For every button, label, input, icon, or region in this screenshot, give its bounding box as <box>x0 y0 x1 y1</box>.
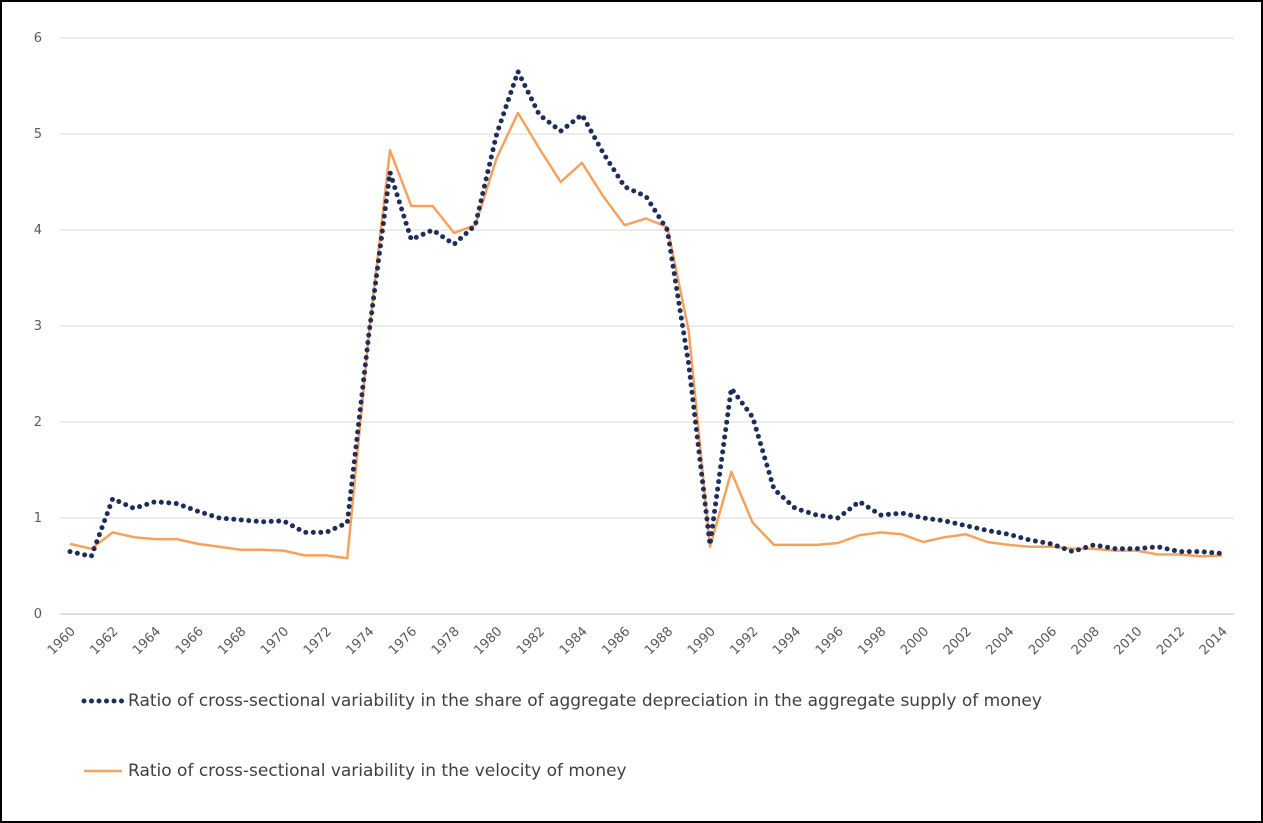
legend-entry: Ratio of cross-sectional variability in … <box>80 758 1230 784</box>
x-tick-label: 1972 <box>301 624 335 658</box>
x-tick-label: 1970 <box>258 624 292 658</box>
x-tick-label: 1994 <box>770 624 804 658</box>
x-tick-label: 1982 <box>514 624 548 658</box>
x-tick-label: 1960 <box>45 624 79 658</box>
y-tick-label: 1 <box>34 511 42 526</box>
x-tick-label: 1988 <box>642 624 676 658</box>
legend-entry: Ratio of cross-sectional variability in … <box>80 688 1230 714</box>
y-tick-label: 3 <box>34 319 42 334</box>
x-tick-label: 2002 <box>941 624 975 658</box>
x-tick-label: 2006 <box>1026 624 1060 658</box>
x-tick-label: 1966 <box>173 624 207 658</box>
x-tick-label: 1992 <box>727 624 761 658</box>
x-tick-label: 2008 <box>1069 624 1103 658</box>
x-tick-label: 1976 <box>386 624 420 658</box>
y-tick-label: 4 <box>34 223 42 238</box>
y-tick-label: 0 <box>34 607 42 622</box>
x-tick-label: 2000 <box>898 624 932 658</box>
x-tick-label: 1984 <box>557 624 591 658</box>
x-tick-label: 1990 <box>685 624 719 658</box>
series-line <box>67 65 1225 560</box>
x-tick-label: 1986 <box>599 624 633 658</box>
x-tick-label: 1978 <box>429 624 463 658</box>
y-tick-label: 2 <box>34 415 42 430</box>
x-tick-label: 2012 <box>1154 624 1188 658</box>
legend-swatch <box>84 769 122 773</box>
x-tick-label: 1980 <box>471 624 505 658</box>
x-tick-label: 2004 <box>983 624 1017 658</box>
x-tick-label: 1964 <box>130 624 164 658</box>
series-line <box>69 111 1223 560</box>
legend-label: Ratio of cross-sectional variability in … <box>128 761 627 781</box>
x-tick-label: 1998 <box>855 624 889 658</box>
x-tick-label: 1968 <box>215 624 249 658</box>
y-tick-label: 5 <box>34 127 42 142</box>
legend-label: Ratio of cross-sectional variability in … <box>128 691 1042 711</box>
y-tick-label: 6 <box>34 31 42 46</box>
x-tick-label: 1974 <box>343 624 377 658</box>
x-tick-label: 1996 <box>813 624 847 658</box>
x-tick-label: 1962 <box>87 624 121 658</box>
x-tick-label: 2014 <box>1197 624 1231 658</box>
chart: 0 1 2 3 4 5 6 1960 1962 1964 1966 1968 1970 1972 1974 1… <box>34 31 1234 658</box>
x-tick-label: 2010 <box>1111 624 1145 658</box>
legend-swatch <box>81 698 124 704</box>
